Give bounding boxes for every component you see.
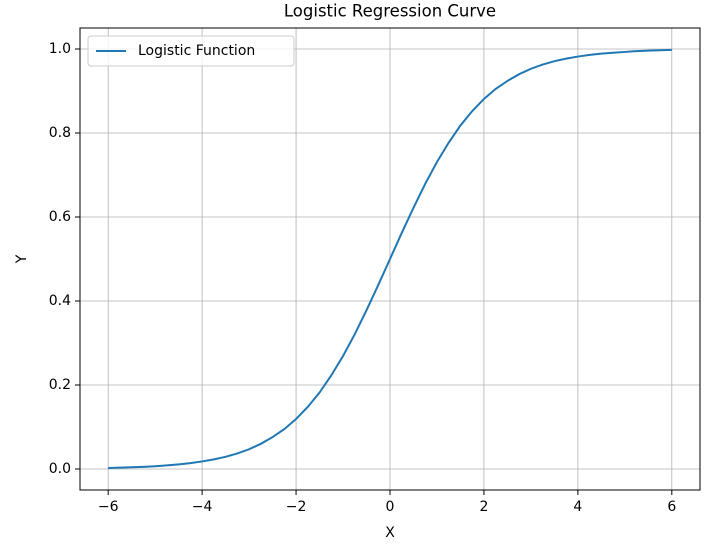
- chart-title: Logistic Regression Curve: [284, 2, 496, 21]
- x-tick-label: 2: [479, 499, 488, 515]
- legend-label: Logistic Function: [138, 43, 255, 59]
- x-tick-label: 0: [386, 499, 395, 515]
- y-tick-label: 0.6: [49, 209, 71, 225]
- x-tick-label: −4: [192, 499, 213, 515]
- plot-frame: [79, 27, 701, 491]
- x-tick-label: 6: [667, 499, 676, 515]
- y-tick-label: 0.2: [49, 377, 71, 393]
- x-tick-label: 4: [573, 499, 582, 515]
- x-tick-label: −2: [286, 499, 307, 515]
- y-tick-label: 1.0: [49, 41, 71, 57]
- y-tick-label: 0.0: [49, 461, 71, 477]
- legend-box: [87, 35, 295, 67]
- x-tick-label: −6: [98, 499, 119, 515]
- y-tick-label: 0.4: [49, 293, 71, 309]
- y-tick-label: 0.8: [49, 125, 71, 141]
- x-axis-label: X: [385, 525, 395, 541]
- y-axis-label: Y: [14, 254, 30, 264]
- data-line: [108, 48, 672, 469]
